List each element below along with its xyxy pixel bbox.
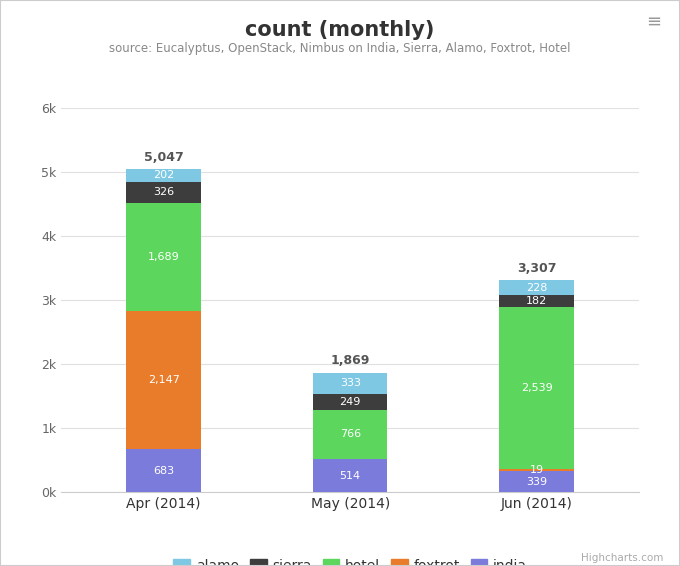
Bar <box>126 449 201 492</box>
Text: 228: 228 <box>526 282 547 293</box>
Bar <box>126 182 201 203</box>
Text: 339: 339 <box>526 477 547 487</box>
Text: 333: 333 <box>340 378 360 388</box>
Text: 514: 514 <box>339 471 361 481</box>
Bar <box>126 311 201 449</box>
Bar <box>499 471 574 492</box>
Text: 5,047: 5,047 <box>144 151 184 164</box>
Text: 182: 182 <box>526 296 547 306</box>
Bar <box>313 394 388 410</box>
Text: 2,539: 2,539 <box>521 383 553 393</box>
Legend: alamo, sierra, hotel, foxtrot, india: alamo, sierra, hotel, foxtrot, india <box>168 553 532 566</box>
Bar <box>126 203 201 311</box>
Bar <box>499 280 574 295</box>
Bar <box>499 469 574 471</box>
Text: 202: 202 <box>153 170 174 180</box>
Text: 1,689: 1,689 <box>148 252 180 261</box>
Text: 766: 766 <box>339 430 361 439</box>
Text: 683: 683 <box>153 465 174 475</box>
Bar <box>499 307 574 469</box>
Bar <box>313 460 388 492</box>
Text: 19: 19 <box>530 465 544 475</box>
Text: 326: 326 <box>153 187 174 197</box>
Text: source: Eucalyptus, OpenStack, Nimbus on India, Sierra, Alamo, Foxtrot, Hotel: source: Eucalyptus, OpenStack, Nimbus on… <box>109 42 571 55</box>
Bar <box>313 410 388 459</box>
Text: Highcharts.com: Highcharts.com <box>581 553 663 563</box>
Bar <box>313 372 388 394</box>
Bar <box>499 295 574 307</box>
Text: 249: 249 <box>339 397 361 407</box>
Text: 1,869: 1,869 <box>330 354 370 367</box>
Text: ≡: ≡ <box>647 12 662 31</box>
Text: 2,147: 2,147 <box>148 375 180 385</box>
Text: 3,307: 3,307 <box>517 262 556 275</box>
Bar <box>126 169 201 182</box>
Text: count (monthly): count (monthly) <box>245 20 435 40</box>
